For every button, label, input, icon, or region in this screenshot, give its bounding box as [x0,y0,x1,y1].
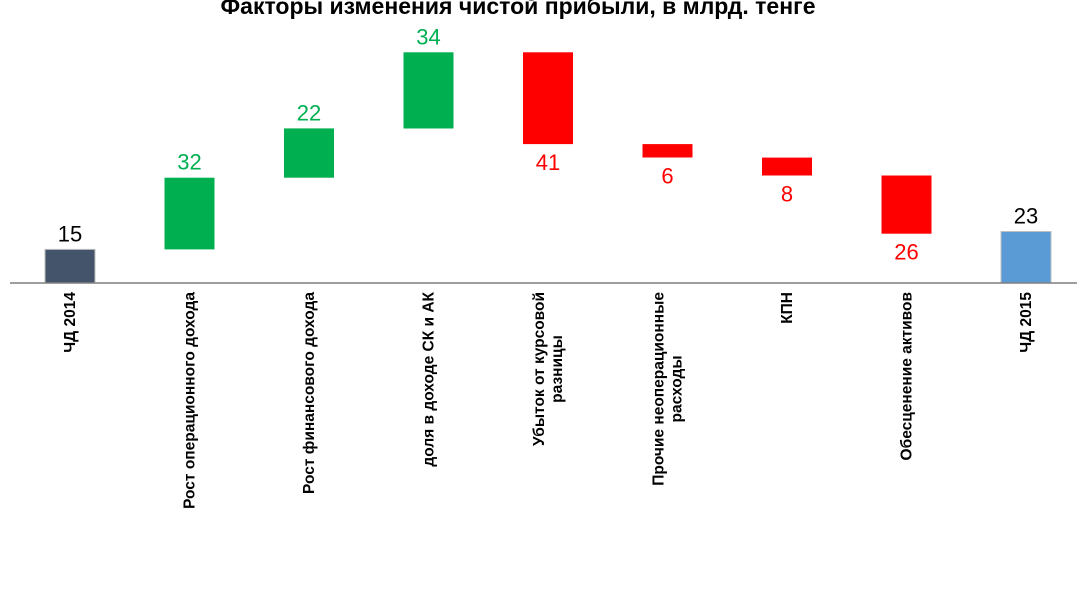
chart-title: Факторы изменения чистой прибыли, в млрд… [221,0,816,19]
category-label-7: КПН [779,292,796,324]
bar-4 [403,52,454,129]
value-label-6: 6 [661,164,673,189]
category-label-8-line-1: Обесценение активов [899,292,916,460]
bar-6 [642,144,693,158]
bars-layer [44,52,1052,284]
category-label-9-line-1: ЧД 2015 [1018,292,1035,353]
bar-3 [284,128,334,178]
value-label-4: 34 [416,24,440,49]
category-label-5-line-1: Убыток от курсовой [531,292,548,446]
value-label-2: 32 [177,150,201,175]
value-label-5: 41 [536,150,560,175]
category-label-2-line-1: Рост операционного дохода [182,292,199,509]
category-label-4-line-1: доля в доходе СК и АК [421,291,438,466]
category-label-1: ЧД 2014 [62,292,79,353]
category-label-7-line-1: КПН [779,292,796,324]
category-label-6-line-1: Прочие неоперационные [651,292,668,486]
bar-5 [523,52,573,145]
bar-9 [1000,231,1052,284]
category-label-6-line-2: расходы [669,355,686,422]
bar-8 [881,175,932,234]
category-label-6: Прочие неоперационные расходы [651,292,686,486]
category-label-9: ЧД 2015 [1018,292,1035,353]
category-label-3-line-1: Рост финансового дохода [301,292,318,494]
value-label-3: 22 [297,100,321,125]
value-label-1: 15 [58,221,82,246]
category-label-5: Убыток от курсовой разницы [531,292,566,446]
bar-7 [762,157,812,176]
category-label-4: доля в доходе СК и АК [421,291,438,466]
value-label-8: 26 [894,240,918,265]
category-label-3: Рост финансового дохода [301,292,318,494]
bar-2 [164,177,215,250]
value-label-7: 8 [781,182,793,207]
category-labels-layer: ЧД 2014 Рост операционного дохода Рост фин… [62,291,1035,508]
category-label-1-line-1: ЧД 2014 [62,292,79,353]
value-labels-layer: 15 32 22 34 41 6 8 26 23 [58,24,1038,264]
category-label-5-line-2: разницы [549,335,566,403]
value-label-9: 23 [1014,204,1038,229]
bar-1 [44,248,96,284]
category-label-2: Рост операционного дохода [182,292,199,509]
category-label-8: Обесценение активов [899,292,916,460]
